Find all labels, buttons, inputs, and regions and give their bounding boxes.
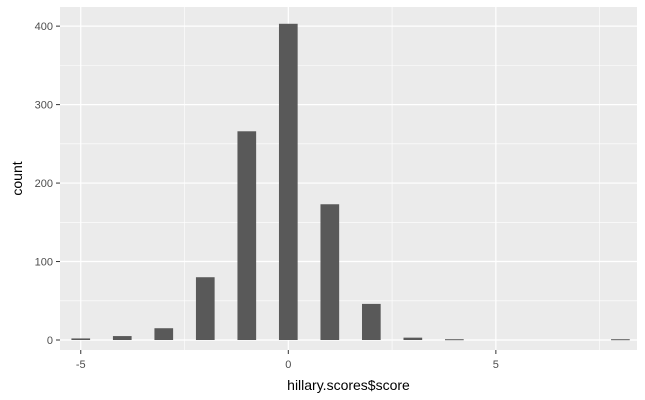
y-tick-label: 100 [35,257,53,269]
histogram-bar [403,337,423,340]
histogram-bar [611,339,630,341]
histogram-bar [278,23,298,340]
histogram-bar [320,204,340,340]
histogram-bar [237,131,257,340]
histogram-bar [361,303,381,340]
x-tick-label: 0 [285,359,291,371]
histogram-bar [71,338,91,340]
histogram-bar [445,339,464,341]
x-axis-title: hillary.scores$score [287,377,410,393]
histogram-bars [71,23,630,341]
x-tick-label: -5 [76,359,86,371]
histogram-bar [195,277,215,340]
histogram-bar [154,328,174,340]
y-axis: 0 100 200 300 400 [35,21,60,347]
y-tick-label: 0 [47,335,53,347]
histogram-bar [112,336,132,340]
x-axis: -5 0 5 [76,350,499,371]
plot-panel [60,7,637,350]
y-axis-title: count [9,161,25,195]
x-tick-label: 5 [493,359,499,371]
minor-gridlines [60,7,637,350]
y-tick-label: 200 [35,178,53,190]
y-tick-label: 300 [35,100,53,112]
y-tick-label: 400 [35,21,53,33]
